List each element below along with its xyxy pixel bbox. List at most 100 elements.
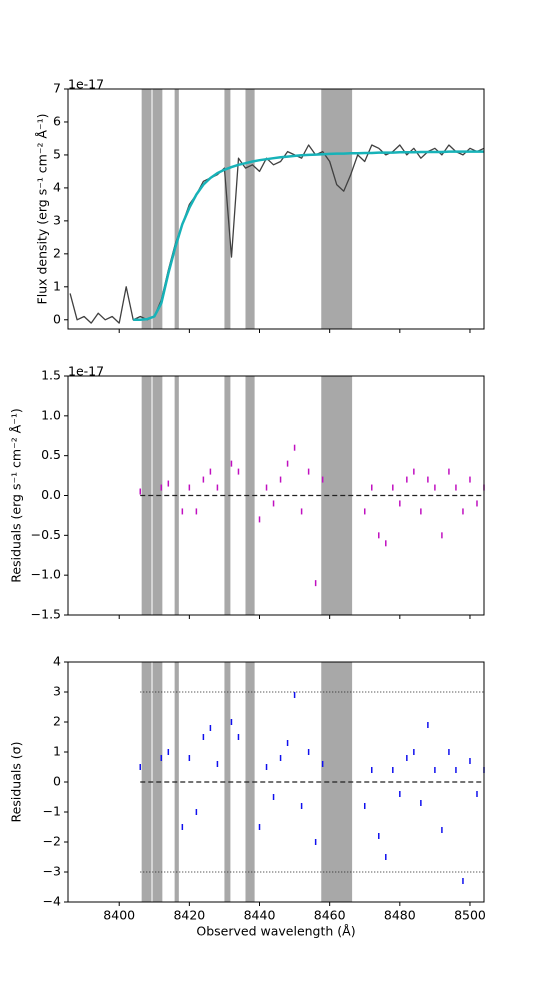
data-line <box>133 150 484 322</box>
residual-point <box>469 476 471 483</box>
residual-point <box>378 532 380 539</box>
y-tick-label: 5 <box>53 146 61 161</box>
residual-point <box>279 755 282 761</box>
mask-band <box>174 89 179 329</box>
residual-point <box>139 488 142 495</box>
residual-point <box>420 800 422 806</box>
residual-point <box>293 692 296 698</box>
x-tick-label: 8480 <box>384 908 416 923</box>
y-tick-label: −3 <box>43 864 61 879</box>
y-axis-label: Flux density (erg s⁻¹ cm⁻² Å⁻¹) <box>35 114 50 305</box>
y-tick-label: −4 <box>43 894 61 909</box>
offset-text: 1e-17 <box>68 364 104 379</box>
residual-point <box>209 725 212 731</box>
residual-point <box>181 824 184 830</box>
y-tick-label: 3 <box>53 212 61 227</box>
residual-point <box>399 791 401 797</box>
residual-point <box>230 460 233 467</box>
mask-band <box>245 662 255 902</box>
residual-point <box>181 508 184 515</box>
y-tick-label: 0 <box>53 774 61 789</box>
y-tick-label: −2 <box>43 834 61 849</box>
residual-point <box>272 500 275 507</box>
residual-point <box>462 508 464 515</box>
mask-band <box>245 89 255 329</box>
residual-point <box>413 468 415 475</box>
y-tick-label: 2 <box>53 245 61 260</box>
residual-point <box>216 761 219 767</box>
residual-point <box>434 767 436 773</box>
residual-point <box>462 878 464 884</box>
y-axis-label: Residuals (σ) <box>9 742 24 823</box>
residual-point <box>385 540 387 547</box>
residual-point <box>371 767 373 773</box>
y-tick-label: 4 <box>53 654 61 669</box>
x-tick-label: 8400 <box>103 908 135 923</box>
residual-point <box>448 749 450 755</box>
residual-point <box>448 468 450 475</box>
residual-point <box>307 468 310 475</box>
y-tick-label: 0.5 <box>41 447 61 462</box>
residual-point <box>476 500 478 507</box>
residual-point <box>392 484 394 491</box>
residual-point <box>427 722 429 728</box>
residual-point <box>314 839 317 845</box>
y-tick-label: 6 <box>53 113 61 128</box>
y-axis-label: Residuals (erg s⁻¹ cm⁻² Å⁻¹) <box>9 408 24 582</box>
residual-point <box>188 755 191 761</box>
mask-band <box>321 89 353 329</box>
residual-point <box>160 484 163 491</box>
residual-point <box>455 484 457 491</box>
residual-point <box>300 508 303 515</box>
residual-point <box>286 460 289 467</box>
residual-point <box>216 484 219 491</box>
residual-point <box>455 767 457 773</box>
y-tick-label: 1 <box>53 278 61 293</box>
residual-point <box>258 516 261 523</box>
residual-point <box>258 824 261 830</box>
residual-point <box>321 761 324 767</box>
residual-point <box>307 749 310 755</box>
residual-point <box>441 827 443 833</box>
residual-point <box>195 508 198 515</box>
residual-point <box>434 484 436 491</box>
y-tick-label: 3 <box>53 684 61 699</box>
mask-band <box>224 662 231 902</box>
residual-point <box>188 484 191 491</box>
residual-point <box>139 764 142 770</box>
residual-point <box>363 508 366 515</box>
residual-point <box>300 803 303 809</box>
y-tick-label: 4 <box>53 179 61 194</box>
x-tick-label: 8500 <box>454 908 486 923</box>
mask-band <box>141 662 152 902</box>
residual-point <box>392 767 394 773</box>
mask-band <box>152 89 163 329</box>
residual-point <box>272 794 275 800</box>
y-tick-label: −1 <box>43 804 61 819</box>
residual-point <box>286 740 289 746</box>
residual-point <box>363 803 366 809</box>
residual-point <box>406 476 408 483</box>
residual-point <box>385 854 387 860</box>
residual-point <box>399 500 401 507</box>
x-tick-label: 8460 <box>314 908 346 923</box>
y-tick-label: 1 <box>53 744 61 759</box>
residual-point <box>371 484 373 491</box>
residual-point <box>293 444 296 451</box>
residual-point <box>406 755 408 761</box>
residual-point <box>209 468 212 475</box>
y-tick-label: 0.0 <box>41 487 61 502</box>
y-tick-label: −1.5 <box>31 607 61 622</box>
y-tick-label: 0 <box>53 311 61 326</box>
residual-point <box>160 755 163 761</box>
residual-point <box>427 476 429 483</box>
residual-point <box>237 468 240 475</box>
y-tick-label: 1.5 <box>41 368 61 383</box>
residual-point <box>167 749 170 755</box>
residual-point <box>378 833 380 839</box>
y-tick-label: −0.5 <box>31 527 61 542</box>
residual-point <box>237 734 240 740</box>
data-line <box>69 144 485 324</box>
mask-band <box>245 376 255 615</box>
residual-point <box>441 532 443 539</box>
